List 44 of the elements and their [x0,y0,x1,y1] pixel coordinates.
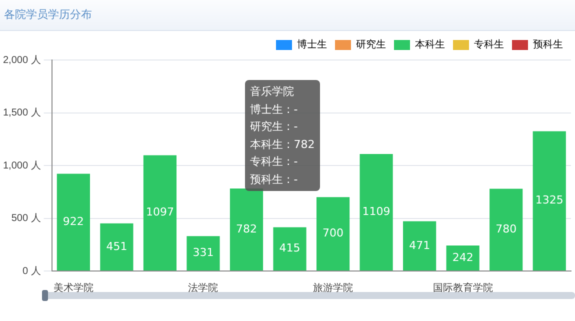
x-tick-label: 旅游学院 [313,282,354,294]
y-tick-label: 1,500 人 [2,108,41,118]
data-label: 242 [452,250,474,264]
bar [273,227,306,270]
data-label: 471 [409,238,430,252]
data-label: 451 [106,240,128,253]
data-label: 331 [192,246,214,260]
annotation: 预科生 : - [250,172,299,188]
data-label: 1109 [362,205,390,218]
data-label: 922 [62,214,84,228]
data-label: 1097 [146,206,174,219]
bar [316,197,350,270]
data-label: 415 [279,242,300,255]
x-tick-label: 法学院 [188,282,218,294]
legend-label: 预科生 [533,38,563,51]
bar [403,221,436,270]
data-label: 1325 [535,194,564,207]
bar [100,223,134,270]
legend-label: 研究生 [356,38,386,51]
legend-label: 专科生 [474,38,504,51]
data-label: 780 [496,222,517,236]
bar [56,174,90,270]
annotation: 音乐学院 [250,84,295,100]
bar [186,236,220,270]
y-tick-label: 500 人 [11,213,41,224]
bar [532,131,566,270]
bar [360,154,393,270]
data-label: 782 [236,222,257,236]
annotation: 专科生 : - [250,154,299,170]
chart-title: 各院学员学历分布 [0,0,575,31]
annotation: 本科生 : 782 [250,136,315,152]
bar [490,188,523,270]
y-tick-label: 0 人 [22,266,41,277]
bar [143,155,177,270]
x-tick-label: 国际教育学院 [432,282,493,294]
bar [446,245,480,270]
legend-label: 本科生 [415,38,445,51]
data-label: 700 [322,226,344,240]
x-tick-label: 美术学院 [53,282,94,294]
annotation: 博士生 : - [250,102,299,118]
legend-label: 博士生 [297,38,327,51]
y-tick-label: 1,000 人 [2,160,41,172]
annotation: 研究生 : - [250,119,299,135]
y-tick-label: 2,000 人 [2,54,41,66]
